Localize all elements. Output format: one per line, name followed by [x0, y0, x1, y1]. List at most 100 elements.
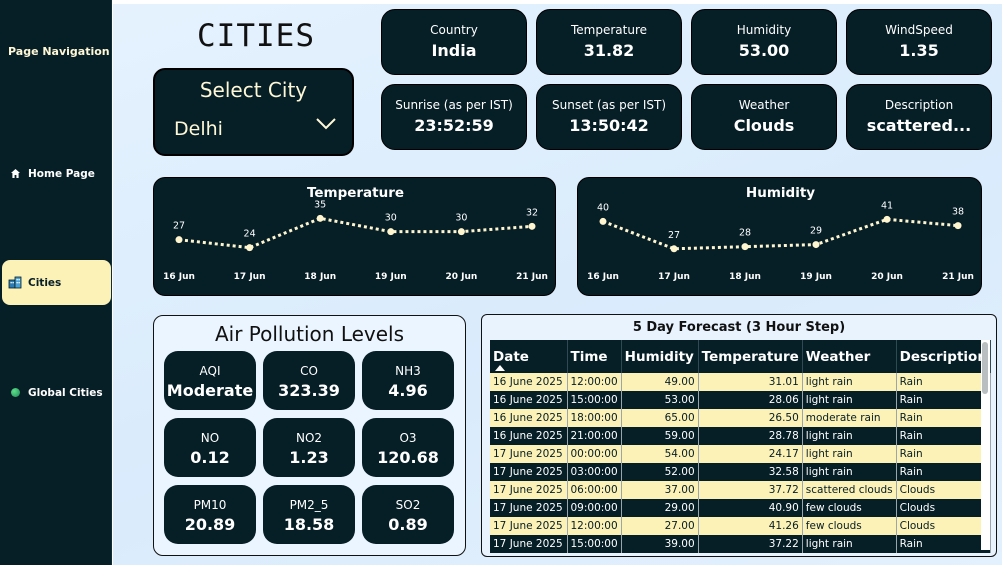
- cell-time: 03:00:00: [567, 463, 622, 481]
- cell-time: 00:00:00: [567, 445, 622, 463]
- cell-description: Clouds: [896, 481, 991, 499]
- chevron-down-icon[interactable]: [315, 116, 337, 135]
- forecast-card: 5 Day Forecast (3 Hour Step) Date Time H…: [481, 314, 997, 557]
- data-point[interactable]: [599, 217, 607, 225]
- data-point[interactable]: [175, 236, 183, 244]
- chart-title: Temperature: [307, 185, 404, 201]
- air-metric-label: NH3: [395, 364, 421, 378]
- cell-humidity: 52.00: [621, 463, 699, 481]
- x-tick-label: 16 Jun: [163, 272, 195, 282]
- air-metric-no: NO 0.12: [164, 418, 256, 477]
- humidity-line-chart: Humidity 40 16 Jun 27 17 Jun 28 18 Jun 29 19 Jun…: [587, 185, 974, 282]
- table-row[interactable]: 17 June 2025 03:00:00 52.00 32.58 light rain…: [490, 463, 991, 481]
- navigation-sidebar: Page Navigation Home Page Cities Global …: [0, 0, 112, 565]
- air-metric-value: 4.96: [388, 381, 428, 400]
- table-row[interactable]: 17 June 2025 09:00:00 29.00 40.90 few clouds…: [490, 499, 991, 517]
- air-metric-label: CO: [300, 364, 318, 378]
- cell-humidity: 37.00: [621, 481, 699, 499]
- data-point[interactable]: [812, 241, 820, 249]
- kpi-windspeed: WindSpeed 1.35: [846, 9, 992, 75]
- series-line: [178, 216, 533, 250]
- column-header-humidity[interactable]: Humidity: [621, 340, 699, 373]
- x-tick-label: 19 Jun: [800, 272, 832, 282]
- column-header-temperature[interactable]: Temperature: [698, 340, 803, 373]
- data-point[interactable]: [387, 228, 395, 236]
- x-tick-label: 20 Jun: [871, 272, 903, 282]
- cell-date: 16 June 2025: [490, 391, 568, 409]
- cell-weather: moderate rain: [802, 409, 897, 427]
- data-label: 38: [952, 207, 964, 218]
- cell-weather: light rain: [802, 463, 897, 481]
- air-metric-pm10: PM10 20.89: [164, 485, 256, 544]
- table-row[interactable]: 17 June 2025 06:00:00 37.00 37.72 scattered …: [490, 481, 991, 499]
- table-row[interactable]: 16 June 2025 15:00:00 53.00 28.06 light rain…: [490, 391, 991, 409]
- data-label: 28: [739, 228, 751, 239]
- x-tick-label: 19 Jun: [375, 272, 407, 282]
- data-point[interactable]: [316, 214, 324, 222]
- table-row[interactable]: 16 June 2025 12:00:00 49.00 31.01 light rain…: [490, 373, 991, 391]
- cell-humidity: 39.00: [621, 535, 699, 553]
- cell-time: 21:00:00: [567, 427, 622, 445]
- sidebar-item-home-page[interactable]: Home Page: [2, 151, 111, 196]
- cell-weather: light rain: [802, 391, 897, 409]
- table-row[interactable]: 17 June 2025 00:00:00 54.00 24.17 light rain…: [490, 445, 991, 463]
- sidebar-item-cities[interactable]: Cities: [2, 260, 111, 305]
- sort-ascending-icon[interactable]: [495, 365, 505, 371]
- cell-description: Rain: [896, 535, 991, 553]
- kpi-label: Weather: [738, 98, 790, 112]
- bottom-strip: [0, 565, 1004, 569]
- air-metric-pm2-5: PM2_5 18.58: [263, 485, 355, 544]
- table-row[interactable]: 16 June 2025 18:00:00 65.00 26.50 moderate r…: [490, 409, 991, 427]
- data-point[interactable]: [246, 244, 254, 252]
- data-point[interactable]: [741, 243, 749, 251]
- cell-date: 16 June 2025: [490, 427, 568, 445]
- cell-temperature: 37.72: [698, 481, 803, 499]
- cell-date: 17 June 2025: [490, 481, 568, 499]
- cell-temperature: 31.01: [698, 373, 803, 391]
- column-header-time[interactable]: Time: [567, 340, 622, 373]
- kpi-humidity: Humidity 53.00: [691, 9, 837, 75]
- cell-humidity: 29.00: [621, 499, 699, 517]
- kpi-label: Description: [884, 98, 954, 112]
- data-point[interactable]: [954, 222, 962, 230]
- cell-weather: light rain: [802, 445, 897, 463]
- table-row[interactable]: 17 June 2025 12:00:00 27.00 41.26 few clouds…: [490, 517, 991, 535]
- cell-weather: scattered clouds: [802, 481, 897, 499]
- cell-time: 15:00:00: [567, 391, 622, 409]
- data-label: 35: [314, 199, 326, 210]
- cell-description: Rain: [896, 427, 991, 445]
- chart-title: Humidity: [746, 185, 815, 201]
- data-point[interactable]: [457, 228, 465, 236]
- sidebar-item-global-cities[interactable]: Global Cities: [2, 370, 111, 415]
- x-tick-label: 21 Jun: [942, 272, 974, 282]
- kpi-sunset: Sunset (as per IST) 13:50:42: [536, 84, 682, 150]
- data-point[interactable]: [528, 222, 536, 230]
- home-icon: [7, 168, 23, 179]
- data-label: 41: [881, 200, 893, 211]
- kpi-label: Country: [430, 23, 478, 37]
- table-row[interactable]: 17 June 2025 15:00:00 39.00 37.22 light rain…: [490, 535, 991, 553]
- forecast-scrollbar[interactable]: [981, 340, 990, 550]
- column-header-date[interactable]: Date: [490, 340, 568, 373]
- column-header-description[interactable]: Description: [896, 340, 991, 373]
- table-row[interactable]: 16 June 2025 21:00:00 59.00 28.78 light rain…: [490, 427, 991, 445]
- kpi-label: Sunset (as per IST): [552, 98, 666, 112]
- kpi-value: India: [431, 41, 477, 60]
- kpi-sunrise: Sunrise (as per IST) 23:52:59: [381, 84, 527, 150]
- column-header-weather[interactable]: Weather: [802, 340, 897, 373]
- city-select-value[interactable]: Delhi: [174, 118, 223, 140]
- cell-humidity: 65.00: [621, 409, 699, 427]
- air-metric-value: 0.89: [388, 515, 428, 534]
- cell-temperature: 26.50: [698, 409, 803, 427]
- page-title: CITIES: [197, 18, 315, 54]
- scrollbar-thumb[interactable]: [982, 342, 988, 394]
- cell-temperature: 32.58: [698, 463, 803, 481]
- x-tick-label: 18 Jun: [304, 272, 336, 282]
- cell-humidity: 49.00: [621, 373, 699, 391]
- kpi-country: Country India: [381, 9, 527, 75]
- data-point[interactable]: [883, 215, 891, 223]
- data-label: 27: [173, 221, 185, 232]
- kpi-label: Temperature: [570, 23, 647, 37]
- data-point[interactable]: [670, 245, 678, 253]
- air-metric-label: AQI: [199, 364, 221, 378]
